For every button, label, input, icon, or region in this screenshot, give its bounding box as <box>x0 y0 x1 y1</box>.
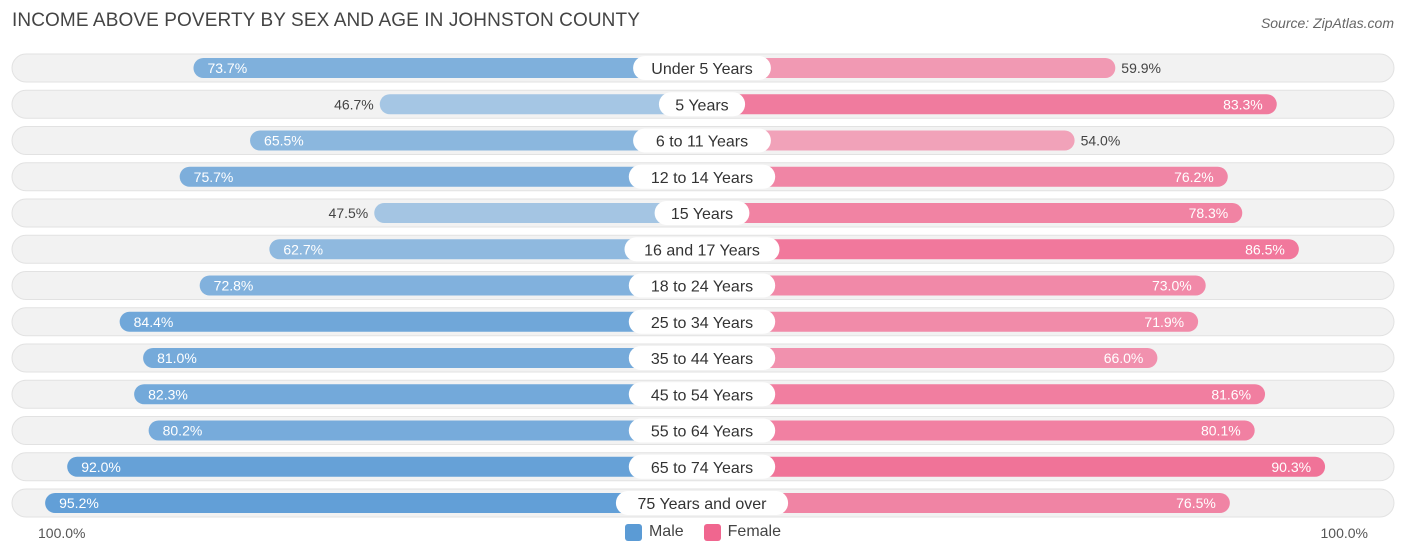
female-value-label: 73.0% <box>1152 278 1192 294</box>
category-pill <box>658 92 746 117</box>
bar-chart: 73.7% 59.9% Under 5 Years 46.7% 83.3% 5 Years… <box>11 53 1395 518</box>
category-pill <box>628 418 776 443</box>
female-value-label: 76.5% <box>1176 495 1216 511</box>
male-value-label: 73.7% <box>207 60 247 76</box>
category-pill <box>628 273 776 298</box>
female-bar <box>702 348 1158 368</box>
category-label: 45 to 54 Years <box>651 387 753 404</box>
category-pill <box>624 237 780 262</box>
male-bar <box>143 348 703 368</box>
female-value-label: 71.9% <box>1144 314 1184 330</box>
legend-item-female: Female <box>703 523 782 541</box>
male-value-label: 80.2% <box>163 423 203 439</box>
female-value-label: 66.0% <box>1104 350 1144 366</box>
female-value-label: 80.1% <box>1201 423 1241 439</box>
category-pill <box>654 201 750 225</box>
male-bar <box>134 384 702 405</box>
category-label: 55 to 64 Years <box>651 424 753 441</box>
category-label: 18 to 24 Years <box>651 279 753 296</box>
female-bar <box>702 239 1299 260</box>
female-value-label: 54.0% <box>1081 133 1121 149</box>
category-pill <box>628 382 776 407</box>
legend-swatch-female <box>703 523 721 541</box>
male-bar <box>45 493 703 513</box>
category-pill <box>628 309 776 334</box>
female-bar <box>702 311 1199 332</box>
male-value-label: 72.8% <box>214 278 254 294</box>
female-bar <box>702 420 1255 441</box>
category-pill <box>628 164 776 189</box>
male-value-label: 46.7% <box>334 96 374 112</box>
female-bar <box>702 384 1266 405</box>
legend-label-male: Male <box>648 523 684 540</box>
female-bar <box>702 130 1075 151</box>
male-bar <box>379 94 702 115</box>
female-bar <box>702 58 1116 78</box>
category-label: 65 to 74 Years <box>651 460 753 477</box>
male-value-label: 65.5% <box>264 133 304 149</box>
female-value-label: 83.3% <box>1223 96 1263 112</box>
female-bar <box>702 275 1206 296</box>
axis-right-label: 100.0% <box>1320 525 1368 541</box>
category-pill <box>633 56 771 80</box>
male-bar <box>179 166 703 187</box>
male-bar <box>199 275 702 296</box>
category-label: Under 5 Years <box>651 61 752 78</box>
male-bar <box>193 58 702 78</box>
male-value-label: 81.0% <box>157 350 197 366</box>
female-bar <box>702 493 1230 513</box>
male-value-label: 47.5% <box>329 205 369 221</box>
legend: Male Female <box>0 523 1406 541</box>
category-pill <box>633 128 771 153</box>
chart-title: INCOME ABOVE POVERTY BY SEX AND AGE IN J… <box>12 10 640 31</box>
source-note: Source: ZipAtlas.com <box>1260 15 1394 31</box>
category-label: 12 to 14 Years <box>651 170 753 187</box>
female-bar <box>702 456 1326 477</box>
female-bar <box>702 203 1243 223</box>
category-label: 6 to 11 Years <box>656 134 748 151</box>
male-value-label: 84.4% <box>134 314 174 330</box>
male-bar <box>269 239 702 260</box>
category-label: 35 to 44 Years <box>651 351 753 368</box>
legend-item-male: Male <box>624 523 684 541</box>
category-label: 16 and 17 Years <box>644 242 760 259</box>
female-value-label: 78.3% <box>1189 205 1229 221</box>
category-pill <box>615 491 789 515</box>
female-bar <box>702 166 1228 187</box>
axis-left-label: 100.0% <box>38 525 86 541</box>
female-value-label: 86.5% <box>1245 241 1285 257</box>
female-value-label: 90.3% <box>1271 459 1311 475</box>
male-value-label: 62.7% <box>283 241 323 257</box>
male-value-label: 95.2% <box>59 495 99 511</box>
male-bar <box>148 420 702 441</box>
female-bar <box>702 94 1277 115</box>
category-pill <box>628 346 776 370</box>
category-label: 75 Years and over <box>638 496 768 513</box>
male-bar <box>67 456 702 477</box>
female-value-label: 81.6% <box>1211 386 1251 402</box>
male-bar <box>374 203 702 223</box>
male-value-label: 82.3% <box>148 386 188 402</box>
legend-swatch-male <box>624 523 642 541</box>
male-value-label: 75.7% <box>194 169 234 185</box>
male-value-label: 92.0% <box>81 459 121 475</box>
category-pill <box>628 454 776 479</box>
male-bar <box>119 311 702 332</box>
legend-label-female: Female <box>727 523 782 540</box>
category-label: 15 Years <box>671 206 733 223</box>
female-value-label: 76.2% <box>1174 169 1214 185</box>
female-value-label: 59.9% <box>1121 60 1161 76</box>
category-label: 5 Years <box>675 97 728 114</box>
category-label: 25 to 34 Years <box>651 315 753 332</box>
male-bar <box>250 130 703 151</box>
